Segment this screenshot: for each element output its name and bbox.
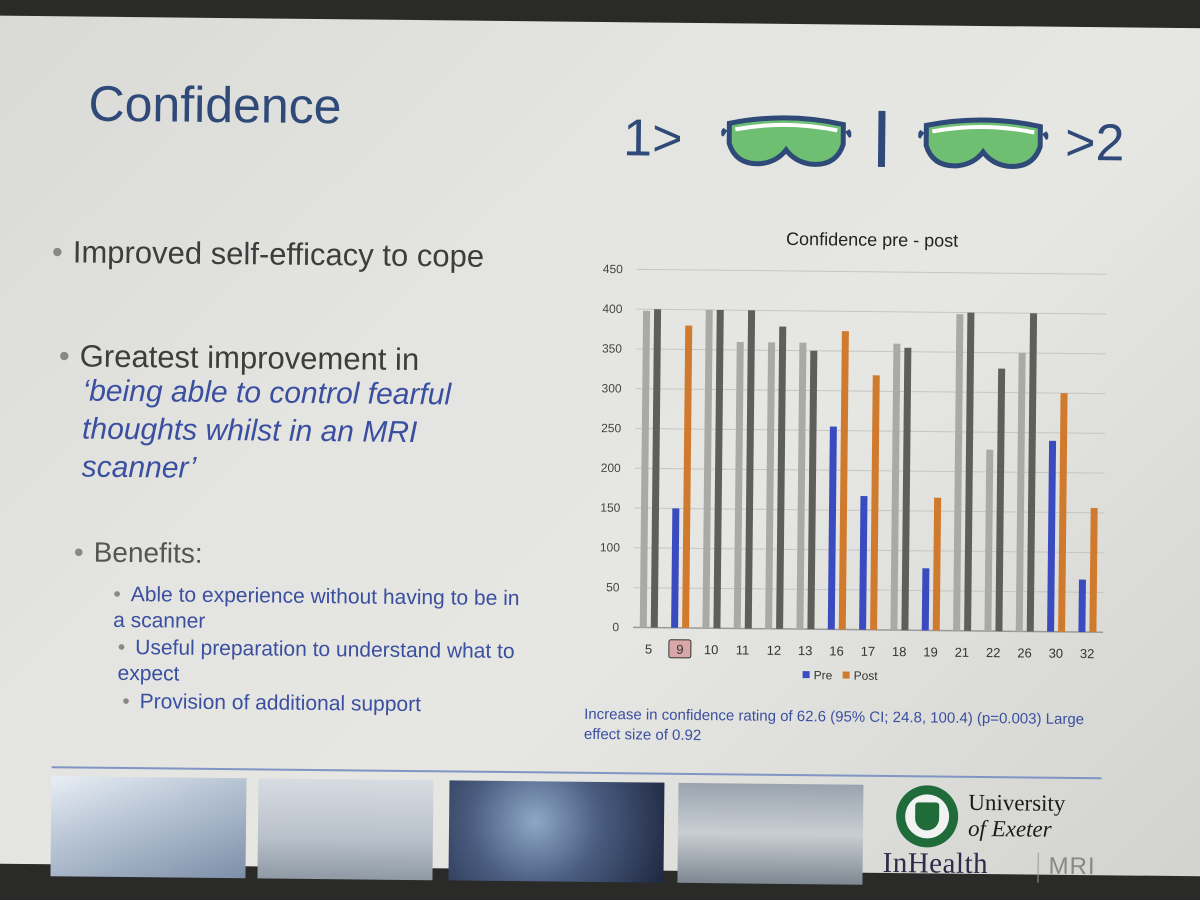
- bar-pre-12: [765, 342, 776, 629]
- university-seal-icon: [895, 785, 959, 848]
- bar-post-11: [744, 310, 756, 629]
- x-tick-label: 11: [736, 642, 750, 657]
- bar-pre-11: [733, 342, 744, 629]
- bar-post-5: [650, 309, 662, 628]
- bullet-benefits: • Benefits:: [73, 536, 203, 569]
- vr-user-photo: [50, 776, 247, 879]
- vr-right-label: >2: [1064, 113, 1125, 173]
- mri-scanner-photo: [677, 782, 864, 885]
- bar-post-16: [838, 331, 849, 630]
- gridline: [635, 427, 1106, 434]
- bar-pre-17: [859, 496, 868, 630]
- bar-post-12: [776, 326, 787, 629]
- bar-pre-19: [921, 568, 930, 631]
- bar-pre-18: [890, 343, 901, 631]
- gridline: [633, 547, 1104, 554]
- bar-post-9: [682, 325, 693, 628]
- bar-pre-16: [827, 426, 837, 630]
- bar-post-30: [1058, 393, 1068, 632]
- slide: Confidence 1> >2 • Improved self-efficacy…: [0, 15, 1200, 885]
- gridline: [636, 308, 1107, 315]
- bar-post-13: [807, 350, 818, 630]
- gridline: [634, 467, 1105, 474]
- x-tick-label: 32: [1080, 646, 1095, 661]
- y-tick-label: 250: [601, 421, 621, 435]
- vr-headset-photo: [448, 780, 665, 883]
- vr-separator: [877, 110, 886, 167]
- sub-bullet-experience: • Able to experience without having to be…: [113, 582, 520, 633]
- y-tick-label: 200: [601, 461, 621, 475]
- y-tick-label: 400: [602, 302, 622, 316]
- bar-post-32: [1089, 508, 1098, 633]
- legend-swatch-pre: [802, 671, 810, 679]
- gridline: [635, 388, 1106, 395]
- bar-pre-30: [1047, 440, 1057, 632]
- logo-separator: [1037, 852, 1039, 883]
- confidence-chart: Confidence pre - post 0 50 100 150 200 250 300…: [600, 229, 1107, 683]
- x-tick-label: 9: [676, 642, 683, 657]
- y-tick-label: 350: [602, 342, 622, 356]
- gridline: [633, 587, 1104, 593]
- highlight-box: [668, 639, 692, 659]
- bar-pre-5: [639, 310, 651, 628]
- gridline: [636, 268, 1107, 275]
- mri-logo-text: MRI: [1048, 852, 1096, 881]
- sub-bullet-support: • Provision of additional support: [122, 689, 422, 717]
- bar-pre-32: [1078, 579, 1086, 633]
- bar-post-22: [995, 368, 1006, 632]
- x-tick-label: 10: [704, 642, 719, 657]
- bar-post-17: [870, 375, 880, 630]
- x-tick-label: 21: [955, 645, 970, 660]
- legend-label-post: Post: [854, 669, 879, 683]
- slide-title: Confidence: [88, 75, 342, 135]
- y-tick-label: 450: [603, 262, 623, 276]
- x-tick-label: 16: [829, 643, 844, 658]
- x-tick-label: 17: [861, 644, 876, 659]
- x-tick-label: 26: [1017, 645, 1032, 660]
- vr-header: 1> >2: [613, 100, 1154, 196]
- x-tick-label: 22: [986, 645, 1001, 660]
- inhealth-logo: InHealth: [882, 846, 989, 881]
- vr-goggles-icon: [720, 115, 852, 167]
- x-tick-label: 18: [892, 644, 907, 659]
- y-tick-label: 100: [600, 540, 620, 554]
- y-tick-label: 0: [612, 620, 619, 634]
- gridline: [636, 348, 1106, 355]
- results-note: Increase in confidence rating of 62.6 (9…: [583, 705, 1085, 745]
- bar-pre-10: [702, 309, 713, 629]
- bar-post-21: [964, 312, 975, 631]
- sub-bullet-preparation: • Useful preparation to understand what t…: [117, 635, 515, 686]
- mri-patient-photo: [257, 778, 434, 881]
- x-tick-label: 30: [1049, 646, 1064, 661]
- chart-title: Confidence pre - post: [786, 229, 958, 251]
- legend-swatch-post: [842, 671, 850, 679]
- legend-label-pre: Pre: [814, 668, 833, 682]
- bar-pre-26: [1015, 352, 1026, 632]
- x-tick-label: 5: [645, 641, 652, 656]
- bar-post-10: [713, 309, 724, 629]
- bar-post-19: [932, 497, 942, 631]
- gridline: [634, 507, 1105, 514]
- bar-post-18: [901, 347, 912, 631]
- vr-left-label: 1>: [622, 109, 683, 168]
- bar-pre-13: [796, 342, 807, 630]
- vr-goggles-icon: [917, 117, 1049, 169]
- quote-text: ‘being able to control fearful thoughts …: [81, 374, 452, 485]
- bar-pre-21: [953, 314, 964, 631]
- bullet-self-efficacy: • Improved self-efficacy to cope: [51, 234, 485, 274]
- bar-pre-9: [671, 508, 680, 628]
- bar-pre-22: [984, 449, 994, 632]
- x-tick-label: 12: [767, 643, 782, 658]
- y-tick-label: 300: [601, 381, 621, 395]
- x-tick-label: 19: [923, 644, 938, 659]
- y-tick-label: 50: [606, 580, 620, 594]
- x-tick-label: 13: [798, 643, 813, 658]
- university-of-exeter-logo: University of Exeter: [895, 783, 1107, 855]
- bar-post-26: [1026, 313, 1038, 632]
- y-tick-label: 150: [600, 501, 620, 515]
- gridline: [633, 626, 1104, 634]
